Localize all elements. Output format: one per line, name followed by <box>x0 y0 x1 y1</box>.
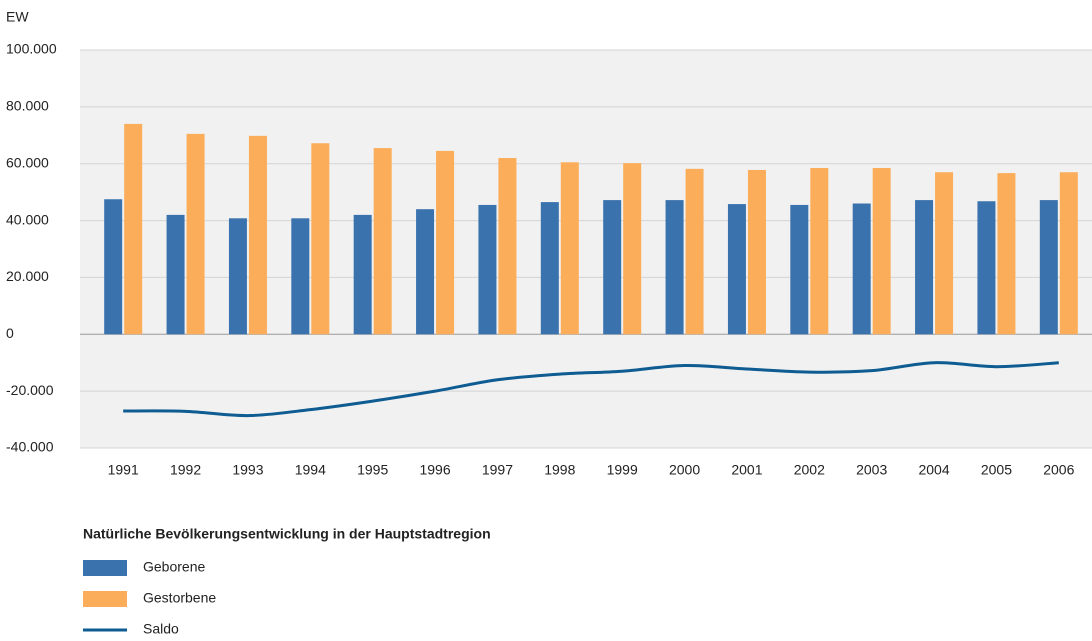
bar <box>997 173 1016 335</box>
bar <box>124 123 143 335</box>
legend-label: Saldo <box>143 621 179 637</box>
bar <box>478 204 497 335</box>
x-tick-label: 1997 <box>482 462 513 478</box>
y-tick-label: -40.000 <box>6 439 54 455</box>
x-tick-label: 1995 <box>357 462 388 478</box>
y-tick-label: 60.000 <box>6 154 49 170</box>
x-tick-label: 2005 <box>981 462 1012 478</box>
x-tick-label: 2002 <box>794 462 825 478</box>
bar <box>872 167 891 335</box>
bar <box>790 204 809 335</box>
y-axis-label: EW <box>6 9 29 25</box>
legend-label: Gestorbene <box>143 590 216 606</box>
legend-title: Natürliche Bevölkerungsentwicklung in de… <box>83 526 491 542</box>
x-tick-label: 2003 <box>856 462 887 478</box>
y-tick-label: 80.000 <box>6 98 49 114</box>
x-tick-label: 1991 <box>108 462 139 478</box>
bar <box>416 209 435 335</box>
x-tick-label: 1996 <box>419 462 450 478</box>
bar <box>603 200 622 335</box>
bar <box>353 214 372 335</box>
x-tick-label: 1998 <box>544 462 575 478</box>
bar <box>665 200 684 335</box>
bar <box>915 200 934 335</box>
x-tick-label: 2001 <box>731 462 762 478</box>
bar <box>747 169 766 335</box>
y-tick-label: 40.000 <box>6 211 49 227</box>
legend-swatch <box>83 560 127 576</box>
x-tick-label: 2000 <box>669 462 700 478</box>
bar <box>540 202 559 335</box>
x-tick-label: 2006 <box>1043 462 1074 478</box>
x-tick-label: 2004 <box>918 462 949 478</box>
y-tick-label: 20.000 <box>6 268 49 284</box>
x-tick-label: 1992 <box>170 462 201 478</box>
bar <box>1039 200 1058 335</box>
bar <box>291 218 310 335</box>
bar <box>166 214 185 335</box>
bar <box>228 218 247 335</box>
bar <box>498 158 517 335</box>
y-tick-label: 0 <box>6 325 14 341</box>
bar <box>727 204 746 335</box>
bar <box>373 148 392 335</box>
bar <box>436 150 455 335</box>
bar <box>935 172 954 335</box>
x-tick-label: 1994 <box>295 462 326 478</box>
x-tick-label: 1993 <box>232 462 263 478</box>
y-tick-label: -20.000 <box>6 382 54 398</box>
legend-swatch <box>83 591 127 607</box>
bar <box>977 201 996 335</box>
line <box>123 361 1059 418</box>
bar <box>186 133 205 335</box>
bar <box>685 168 704 335</box>
bar <box>1059 172 1078 335</box>
legend-label: Geborene <box>143 559 205 575</box>
bar <box>810 167 829 335</box>
x-tick-label: 1999 <box>607 462 638 478</box>
bar <box>311 143 330 335</box>
bar <box>852 203 871 335</box>
y-tick-label: 100.000 <box>6 41 57 57</box>
bar <box>560 162 579 335</box>
bar <box>623 163 642 335</box>
bar <box>248 135 267 335</box>
bar <box>104 199 123 335</box>
